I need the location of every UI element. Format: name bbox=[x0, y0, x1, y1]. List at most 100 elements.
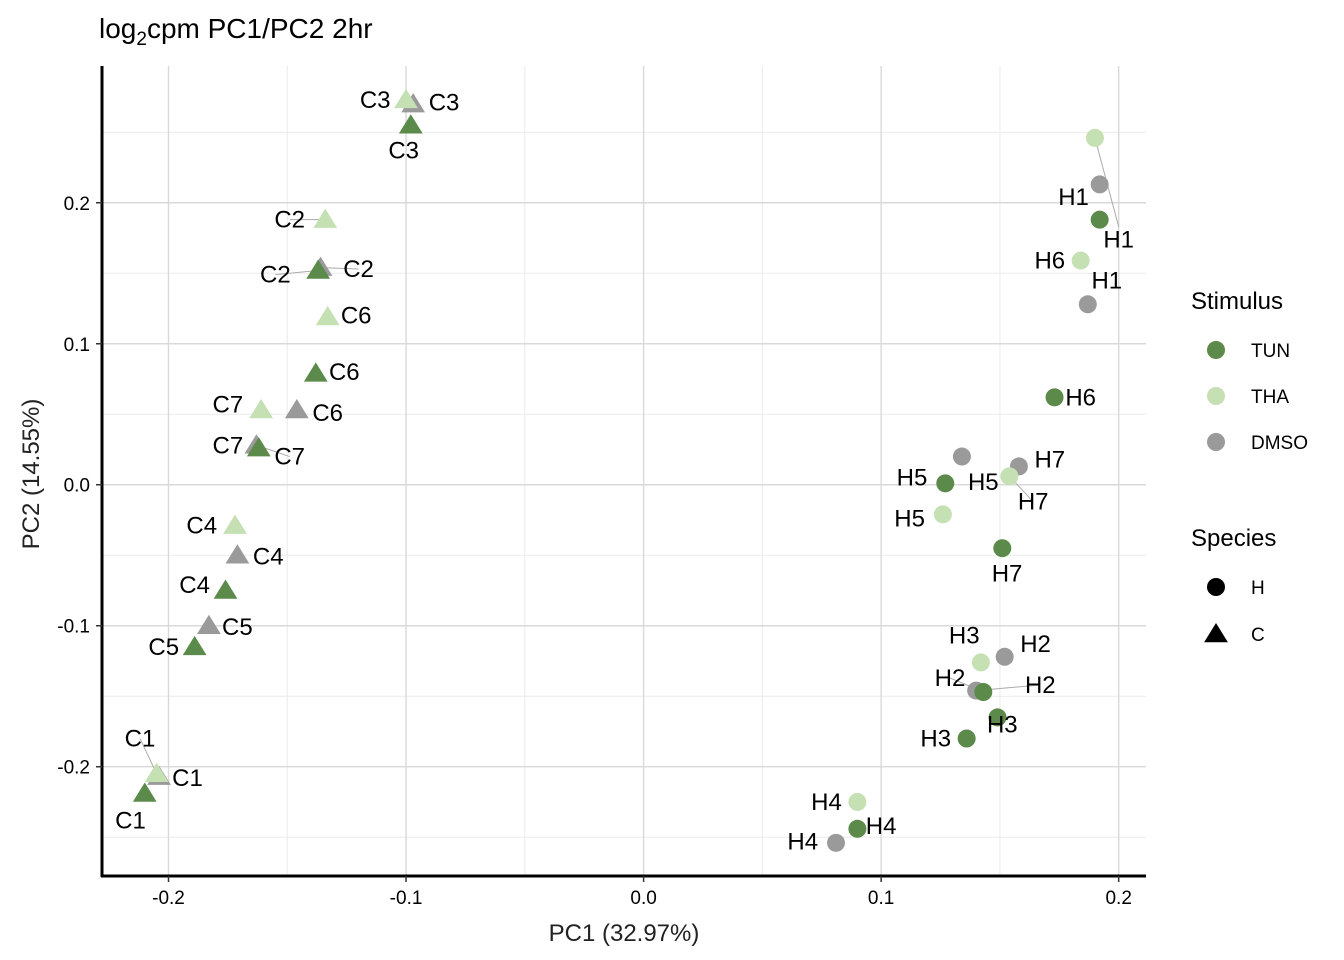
data-point bbox=[1045, 388, 1064, 407]
point-label: H6 bbox=[1034, 248, 1065, 275]
point-label: H2 bbox=[1025, 672, 1056, 699]
point-label: C1 bbox=[115, 807, 146, 834]
data-point bbox=[223, 514, 247, 534]
legend-items: TUN THA DMSO H C bbox=[1204, 341, 1308, 646]
legend-label-species-c: C bbox=[1251, 625, 1265, 646]
point-label: C3 bbox=[388, 138, 419, 165]
data-point bbox=[213, 579, 238, 599]
data-point bbox=[848, 819, 867, 838]
point-label: H3 bbox=[920, 726, 951, 753]
point-label: H3 bbox=[949, 623, 980, 650]
legend-key-dmso bbox=[1207, 433, 1225, 451]
data-point bbox=[974, 683, 993, 702]
data-point bbox=[249, 399, 274, 419]
point-label: C6 bbox=[341, 303, 372, 330]
title-prefix: log bbox=[99, 13, 136, 44]
data-point bbox=[827, 833, 846, 852]
legend-key-species-c bbox=[1204, 623, 1228, 643]
legend-key-tha bbox=[1207, 387, 1225, 405]
data-point bbox=[225, 544, 250, 564]
legend-key-tun bbox=[1207, 341, 1225, 359]
tick-labels: -0.2 -0.1 0.0 0.1 0.2 -0.2 -0.1 0.0 0.1 0.2 bbox=[57, 194, 1132, 909]
point-label: H4 bbox=[787, 828, 818, 855]
data-point bbox=[1078, 295, 1097, 314]
x-axis-title: PC1 (32.97%) bbox=[549, 920, 700, 947]
data-point bbox=[971, 653, 990, 672]
legend-species-title: Species bbox=[1191, 525, 1276, 552]
point-label: C2 bbox=[343, 256, 374, 283]
grid-lines bbox=[102, 66, 1146, 876]
point-labels: C3 C3 C3 C2 C2 C2 C6 C6 C7 C6 C7 C7 C4 C4 C4 C5 C5 C1 C1 C1… bbox=[115, 87, 1134, 856]
legend-label-dmso: DMSO bbox=[1251, 433, 1308, 454]
data-point bbox=[306, 259, 331, 279]
point-label: H1 bbox=[1103, 226, 1134, 253]
point-label: H2 bbox=[935, 665, 966, 692]
axes bbox=[96, 66, 1146, 882]
x-tick-label: 0.2 bbox=[1105, 888, 1131, 909]
point-label: C7 bbox=[213, 432, 244, 459]
data-point bbox=[284, 399, 309, 419]
point-label: H7 bbox=[1018, 489, 1049, 516]
data-point bbox=[957, 729, 976, 748]
data-point bbox=[1000, 467, 1019, 486]
x-tick-label: 0.1 bbox=[868, 888, 894, 909]
point-label: C4 bbox=[186, 513, 217, 540]
y-tick-label: -0.1 bbox=[57, 617, 90, 638]
point-label: H1 bbox=[1058, 184, 1089, 211]
point-label: C1 bbox=[172, 765, 203, 792]
point-label: C6 bbox=[312, 400, 343, 427]
point-label: C1 bbox=[125, 726, 156, 753]
x-tick-label: -0.1 bbox=[390, 888, 423, 909]
title-suffix: cpm PC1/PC2 2hr bbox=[147, 13, 373, 44]
y-tick-label: 0.2 bbox=[64, 194, 90, 215]
point-label: H4 bbox=[811, 789, 842, 816]
point-label: C6 bbox=[329, 359, 360, 386]
data-point bbox=[132, 782, 157, 802]
point-label: C2 bbox=[274, 207, 305, 234]
data-point bbox=[952, 447, 971, 466]
data-point bbox=[398, 114, 423, 134]
point-label: H7 bbox=[992, 561, 1023, 588]
point-label: C7 bbox=[213, 391, 244, 418]
point-label: H5 bbox=[897, 465, 928, 492]
point-label: C5 bbox=[148, 634, 179, 661]
legend-stimulus-title: Stimulus bbox=[1191, 288, 1283, 315]
point-label: H1 bbox=[1091, 267, 1122, 294]
data-point bbox=[995, 647, 1014, 666]
data-point bbox=[246, 437, 271, 457]
data-point bbox=[197, 614, 221, 634]
point-label: C2 bbox=[260, 262, 291, 289]
data-point bbox=[1071, 251, 1090, 270]
point-label: C5 bbox=[222, 614, 253, 641]
y-tick-label: 0.0 bbox=[64, 476, 90, 497]
data-point bbox=[993, 539, 1012, 558]
data-point bbox=[315, 305, 340, 326]
y-axis-title: PC2 (14.55%) bbox=[18, 399, 45, 550]
data-point bbox=[394, 88, 418, 109]
data-point bbox=[1090, 175, 1109, 194]
point-label: H4 bbox=[866, 813, 897, 840]
point-label: H5 bbox=[968, 469, 999, 496]
legend-label-tha: THA bbox=[1251, 387, 1289, 408]
data-point bbox=[988, 708, 1007, 727]
point-label: H6 bbox=[1065, 384, 1096, 411]
chart-title: log2cpm PC1/PC2 2hr bbox=[99, 13, 373, 50]
y-tick-label: 0.1 bbox=[64, 335, 90, 356]
point-label: C3 bbox=[429, 90, 460, 117]
point-label: C7 bbox=[274, 444, 305, 471]
point-label: C4 bbox=[179, 572, 210, 599]
legend: Stimulus Species TUN THA DMSO H C bbox=[1191, 288, 1308, 646]
data-point bbox=[182, 635, 207, 656]
data-point bbox=[303, 362, 328, 382]
data-point bbox=[1085, 128, 1104, 147]
data-point bbox=[1090, 210, 1109, 229]
legend-label-tun: TUN bbox=[1251, 341, 1290, 362]
data-point bbox=[144, 762, 169, 783]
y-tick-label: -0.2 bbox=[57, 758, 90, 779]
data-point bbox=[936, 474, 955, 493]
point-label: C3 bbox=[360, 87, 391, 114]
point-label: H7 bbox=[1034, 446, 1065, 473]
legend-label-species-h: H bbox=[1251, 578, 1265, 599]
point-label: H3 bbox=[987, 711, 1018, 738]
